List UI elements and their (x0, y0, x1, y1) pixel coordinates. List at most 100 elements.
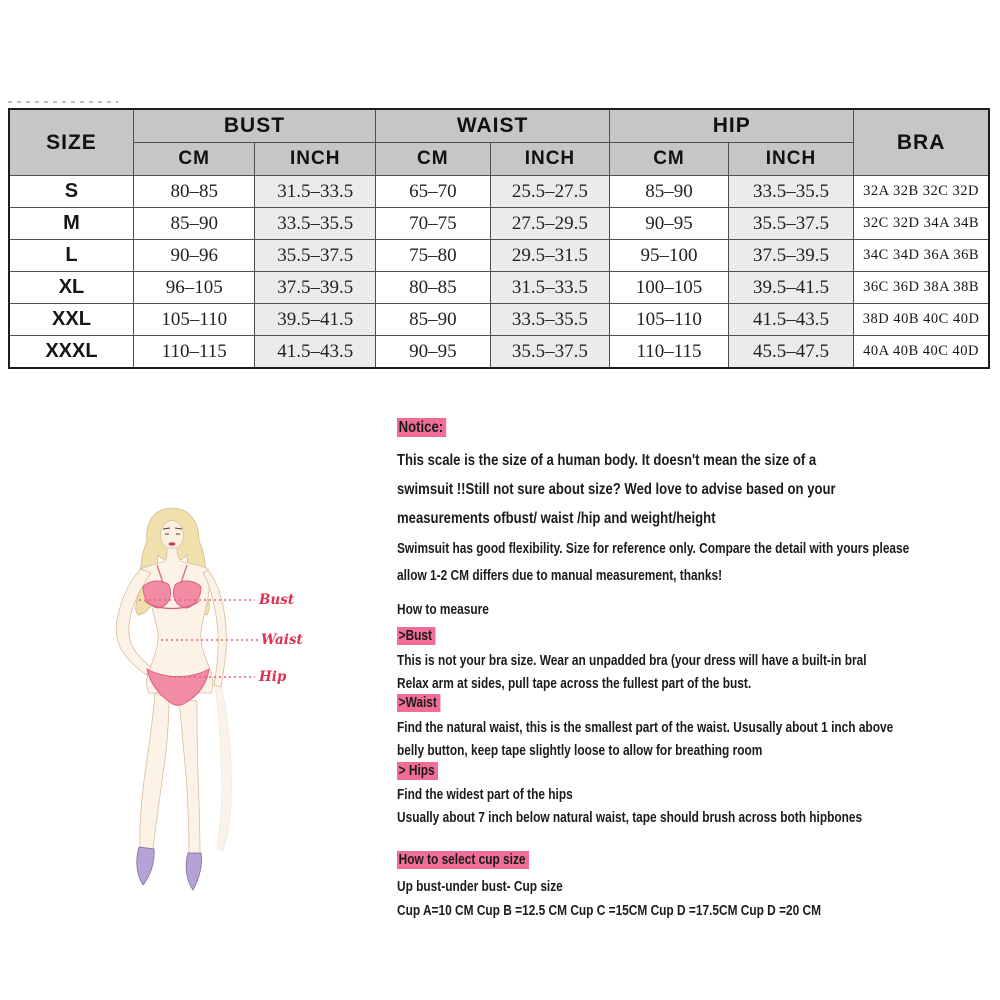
figure-bikini-bottom (146, 668, 210, 706)
cell-bust-inch: 31.5–33.5 (254, 175, 376, 208)
col-header-waist: WAIST (374, 108, 611, 143)
hips-line: Usually about 7 inch below natural waist… (397, 809, 863, 826)
cell-bust-cm: 85–90 (132, 207, 256, 240)
bust-section-heading: >Bust (397, 627, 444, 645)
cell-bra: 32C 32D 34A 34B (853, 207, 990, 240)
how-to-measure-text: How to measure (397, 602, 489, 618)
hips-section-paragraph: Find the widest part of the hips Usually… (397, 784, 964, 829)
size-chart-table: SIZE BUST WAIST HIP BRA CM INCH CM INCH … (8, 108, 990, 369)
cell-bra: 38D 40B 40C 40D (853, 303, 990, 336)
hips-section-heading: > Hips (397, 762, 447, 780)
cup-heading-text: How to select cup size (397, 851, 529, 869)
subheader-waist-inch: INCH (489, 142, 611, 176)
cell-bust-cm: 110–115 (132, 335, 256, 369)
col-header-bust: BUST (132, 108, 377, 143)
subheader-hip-inch: INCH (727, 142, 855, 176)
cell-size: XXL (8, 303, 134, 336)
notice-line: measurements ofbust/ waist /hip and weig… (397, 510, 716, 527)
notice-paragraph: This scale is the size of a human body. … (397, 446, 932, 533)
cell-waist-inch: 29.5–31.5 (489, 239, 611, 272)
figure-legs (139, 692, 201, 854)
cell-waist-inch: 33.5–35.5 (489, 303, 611, 336)
cell-hip-inch: 45.5–47.5 (727, 335, 855, 369)
col-header-size: SIZE (8, 108, 134, 176)
notice-line: swimsuit !!Still not sure about size? We… (397, 481, 836, 498)
waist-line: belly button, keep tape slightly loose t… (397, 742, 763, 759)
cell-waist-cm: 90–95 (375, 335, 491, 369)
cell-bust-inch: 33.5–35.5 (254, 207, 376, 240)
notice-heading-text: Notice: (397, 418, 447, 437)
cell-waist-cm: 65–70 (375, 175, 491, 208)
notice-heading: Notice: (397, 418, 457, 437)
cup-size-heading: How to select cup size (397, 851, 558, 869)
cup-line: Up bust-under bust- Cup size (397, 879, 563, 895)
col-header-bra: BRA (853, 108, 990, 176)
how-to-measure-heading: How to measure (397, 601, 509, 619)
cell-bra: 36C 36D 38A 38B (853, 271, 990, 304)
table-row: XXXL 110–115 41.5–43.5 90–95 35.5–37.5 1… (8, 335, 990, 369)
waist-heading-text: >Waist (397, 694, 441, 712)
cell-waist-inch: 35.5–37.5 (489, 335, 611, 369)
waist-line: Find the natural waist, this is the smal… (397, 720, 894, 736)
cell-size: M (8, 207, 134, 240)
waist-section-heading: >Waist (397, 694, 450, 712)
figure-shoes (136, 846, 202, 891)
cell-bust-cm: 96–105 (132, 271, 256, 304)
flexibility-paragraph: Swimsuit has good flexibility. Size for … (397, 536, 1000, 590)
table-row: XL 96–105 37.5–39.5 80–85 31.5–33.5 100–… (8, 271, 990, 304)
flexibility-line: allow 1-2 CM differs due to manual measu… (397, 568, 723, 584)
decorative-dashes (8, 101, 118, 103)
cell-bust-cm: 105–110 (132, 303, 256, 336)
cell-hip-cm: 100–105 (609, 271, 729, 304)
cell-waist-cm: 75–80 (375, 239, 491, 272)
col-header-hip: HIP (609, 108, 855, 143)
cell-bust-cm: 90–96 (132, 239, 256, 272)
figure-left-arm (115, 568, 152, 676)
cell-bust-inch: 35.5–37.5 (254, 239, 376, 272)
cell-hip-inch: 35.5–37.5 (727, 207, 855, 240)
cell-size: S (8, 175, 134, 208)
cell-hip-cm: 95–100 (609, 239, 729, 272)
cell-hip-cm: 90–95 (609, 207, 729, 240)
cell-waist-inch: 25.5–27.5 (489, 175, 611, 208)
subheader-waist-cm: CM (375, 142, 491, 176)
bust-section-paragraph: This is not your bra size. Wear an unpad… (397, 650, 970, 695)
cell-bust-inch: 37.5–39.5 (254, 271, 376, 304)
subheader-hip-cm: CM (609, 142, 729, 176)
measurement-figure-illustration: Bust Waist Hip (115, 507, 303, 891)
flexibility-line: Swimsuit has good flexibility. Size for … (397, 541, 910, 557)
cell-hip-inch: 33.5–35.5 (727, 175, 855, 208)
cell-waist-cm: 70–75 (375, 207, 491, 240)
cell-hip-cm: 105–110 (609, 303, 729, 336)
cup-line: Cup A=10 CM Cup B =12.5 CM Cup C =15CM C… (397, 903, 822, 919)
cell-bust-inch: 41.5–43.5 (254, 335, 376, 369)
subheader-bust-cm: CM (132, 142, 256, 176)
waist-section-paragraph: Find the natural waist, this is the smal… (397, 717, 1000, 762)
table-row: S 80–85 31.5–33.5 65–70 25.5–27.5 85–90 … (8, 175, 990, 208)
cell-hip-inch: 39.5–41.5 (727, 271, 855, 304)
cell-waist-inch: 27.5–29.5 (489, 207, 611, 240)
hips-heading-text: > Hips (397, 762, 438, 780)
table-row: L 90–96 35.5–37.5 75–80 29.5–31.5 95–100… (8, 239, 990, 272)
cell-size: XL (8, 271, 134, 304)
cell-hip-cm: 85–90 (609, 175, 729, 208)
bust-line: Relax arm at sides, pull tape across the… (397, 675, 752, 692)
cell-waist-cm: 80–85 (375, 271, 491, 304)
cell-bra: 32A 32B 32C 32D (853, 175, 990, 208)
cell-size: L (8, 239, 134, 272)
table-row: XXL 105–110 39.5–41.5 85–90 33.5–35.5 10… (8, 303, 990, 336)
cell-bra: 40A 40B 40C 40D (853, 335, 990, 369)
notice-line: This scale is the size of a human body. … (397, 452, 817, 469)
table-row: M 85–90 33.5–35.5 70–75 27.5–29.5 90–95 … (8, 207, 990, 240)
cell-bra: 34C 34D 36A 36B (853, 239, 990, 272)
cell-waist-inch: 31.5–33.5 (489, 271, 611, 304)
hip-label: Hip (258, 669, 287, 685)
waist-label: Waist (261, 632, 303, 648)
bust-label: Bust (258, 592, 295, 608)
bust-line: This is not your bra size. Wear an unpad… (397, 653, 867, 669)
cell-hip-inch: 41.5–43.5 (727, 303, 855, 336)
cell-hip-cm: 110–115 (609, 335, 729, 369)
hips-line: Find the widest part of the hips (397, 787, 573, 803)
cell-size: XXXL (8, 335, 134, 369)
